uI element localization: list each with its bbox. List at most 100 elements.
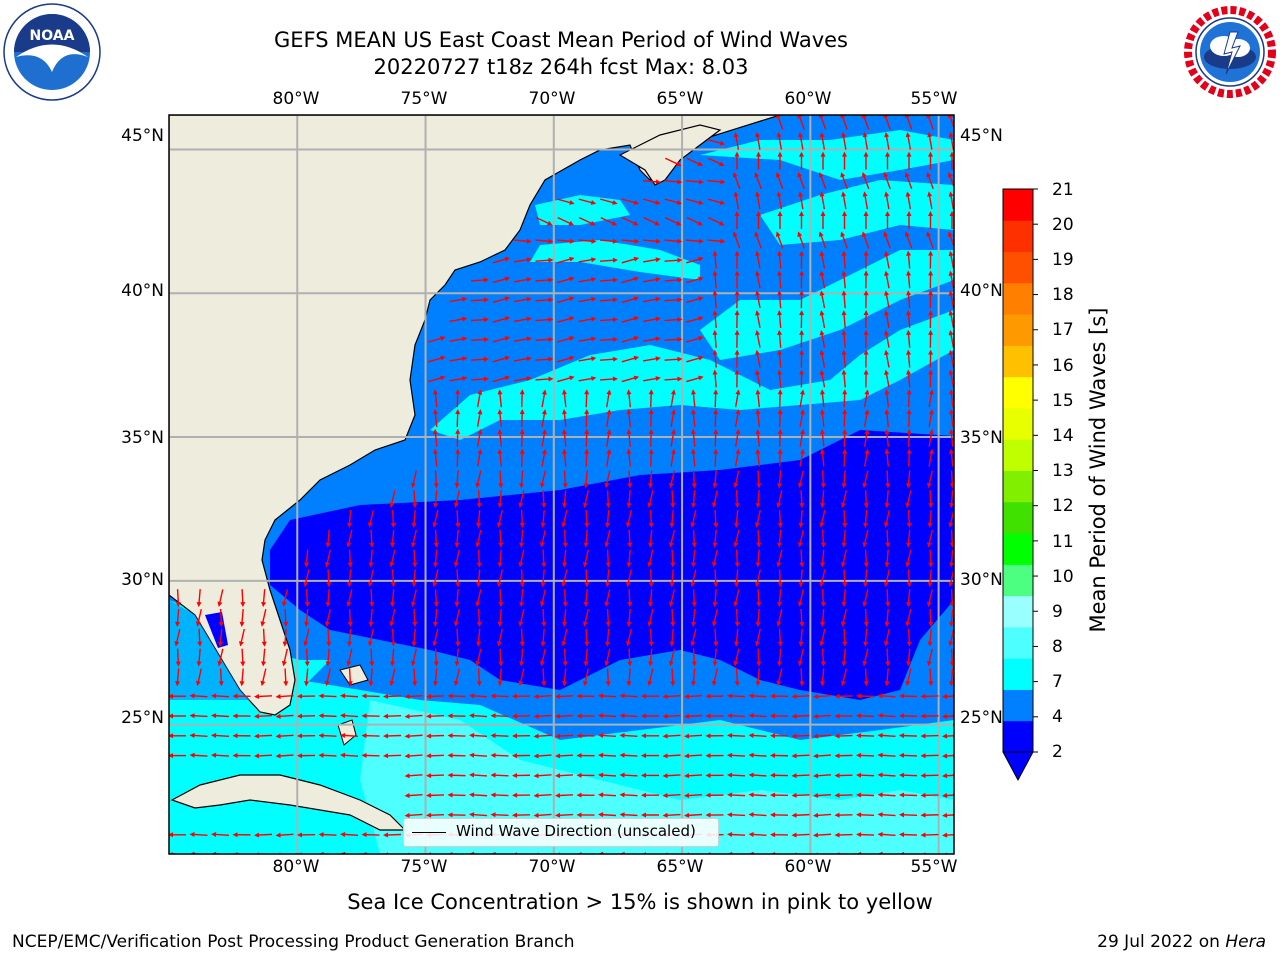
wind-wave-arrow (928, 428, 934, 447)
wind-wave-arrow (404, 812, 423, 818)
wind-wave-arrow (389, 549, 396, 568)
wind-wave-arrow (643, 216, 661, 226)
wind-wave-arrow (948, 290, 954, 309)
wind-wave-arrow (470, 317, 489, 323)
wind-wave-arrow (211, 752, 230, 758)
wind-wave-arrow (490, 752, 509, 758)
wind-wave-arrow (813, 733, 832, 739)
wind-wave-arrow (949, 151, 954, 170)
wind-wave-arrow (513, 356, 532, 362)
wind-wave-arrow (497, 608, 503, 627)
wind-wave-arrow (948, 569, 954, 588)
wind-wave-arrow (432, 448, 438, 467)
wind-wave-arrow (884, 448, 890, 467)
wind-wave-arrow (711, 549, 718, 568)
wind-wave-arrow (863, 549, 869, 568)
wind-wave-arrow (512, 792, 531, 798)
colorbar-tick: 18 (1052, 285, 1074, 305)
wind-wave-arrow (928, 389, 934, 408)
wind-wave-arrow (863, 409, 870, 428)
wind-wave-arrow (905, 609, 912, 627)
wind-wave-arrow (428, 336, 446, 343)
wind-wave-arrow (275, 713, 294, 719)
wind-wave-arrow (949, 589, 954, 608)
wind-wave-arrow (497, 490, 503, 509)
wind-wave-arrow (619, 812, 638, 818)
wind-wave-arrow (841, 310, 847, 329)
wind-wave-arrow (834, 713, 853, 719)
wind-wave-arrow (733, 131, 740, 150)
wind-wave-arrow (885, 151, 890, 170)
wind-wave-arrow (583, 470, 589, 489)
wind-wave-arrow (777, 151, 783, 170)
wind-wave-arrow (904, 231, 913, 249)
lat-tick-left: 45°N (121, 126, 164, 146)
wind-wave-arrow (449, 296, 468, 303)
wind-wave-arrow (367, 569, 374, 588)
wind-wave-arrow (813, 694, 832, 700)
wind-wave-arrow (346, 589, 353, 607)
wind-wave-arrow (562, 490, 568, 509)
wind-wave-arrow (642, 257, 661, 263)
wind-wave-arrow (841, 369, 847, 388)
wind-wave-arrow (948, 409, 954, 428)
wind-wave-arrow (254, 832, 273, 838)
wind-wave-arrow (883, 115, 891, 130)
wind-wave-arrow (755, 310, 761, 328)
wind-wave-arrow (776, 549, 783, 568)
wind-wave-arrow (734, 409, 741, 428)
wind-wave-arrow (948, 349, 954, 368)
wind-wave-arrow (648, 470, 654, 489)
wind-wave-arrow (799, 250, 805, 269)
colorbar-tick: 20 (1052, 215, 1074, 235)
wind-wave-arrow (492, 375, 511, 383)
wind-wave-arrow (605, 490, 611, 509)
wind-wave-arrow (798, 509, 804, 528)
wind-wave-arrow (713, 428, 719, 447)
legend-line-icon (412, 832, 446, 833)
wind-wave-arrow (734, 250, 740, 269)
wind-wave-arrow (791, 792, 810, 798)
wind-wave-arrow (432, 428, 438, 447)
wind-wave-arrow (926, 231, 934, 249)
wind-wave-arrow (512, 753, 531, 759)
lon-tick-bottom: 65°W (656, 857, 704, 877)
wind-wave-arrow (369, 589, 375, 608)
wind-wave-arrow (755, 290, 761, 309)
wind-wave-arrow (732, 231, 741, 249)
wind-wave-arrow (426, 733, 445, 739)
wind-wave-arrow (905, 549, 912, 568)
wind-wave-arrow (818, 172, 827, 190)
wind-wave-arrow (605, 569, 611, 588)
wind-wave-arrow (598, 693, 617, 699)
wind-wave-arrow (324, 668, 331, 687)
wind-wave-arrow (641, 753, 660, 759)
wind-wave-arrow (476, 549, 482, 568)
wind-wave-arrow (734, 151, 740, 170)
wind-wave-arrow (904, 115, 913, 130)
wind-wave-arrow (361, 733, 380, 739)
wind-wave-arrow (883, 569, 890, 588)
wind-wave-arrow (211, 693, 230, 699)
wind-wave-arrow (799, 290, 805, 309)
wind-wave-arrow (883, 628, 890, 647)
wind-wave-arrow (798, 569, 804, 588)
wind-wave-arrow (433, 529, 439, 548)
wind-wave-arrow (863, 389, 870, 408)
wind-wave-arrow (492, 336, 511, 343)
wind-wave-arrow (261, 648, 267, 667)
wind-wave-arrow (926, 589, 933, 607)
wind-wave-arrow (562, 470, 568, 489)
wind-wave-arrow (748, 812, 767, 818)
wind-wave-arrow (540, 569, 546, 588)
wind-wave-arrow (535, 216, 553, 226)
wind-wave-arrow (819, 510, 826, 528)
wind-wave-arrow (454, 589, 460, 608)
wind-wave-arrow (670, 409, 676, 428)
wind-wave-arrow (748, 792, 767, 798)
wind-wave-arrow (770, 812, 789, 818)
wind-wave-arrow (449, 316, 468, 323)
wind-wave-arrow (340, 713, 359, 719)
wind-wave-arrow (648, 569, 654, 588)
wind-wave-arrow (727, 693, 746, 699)
